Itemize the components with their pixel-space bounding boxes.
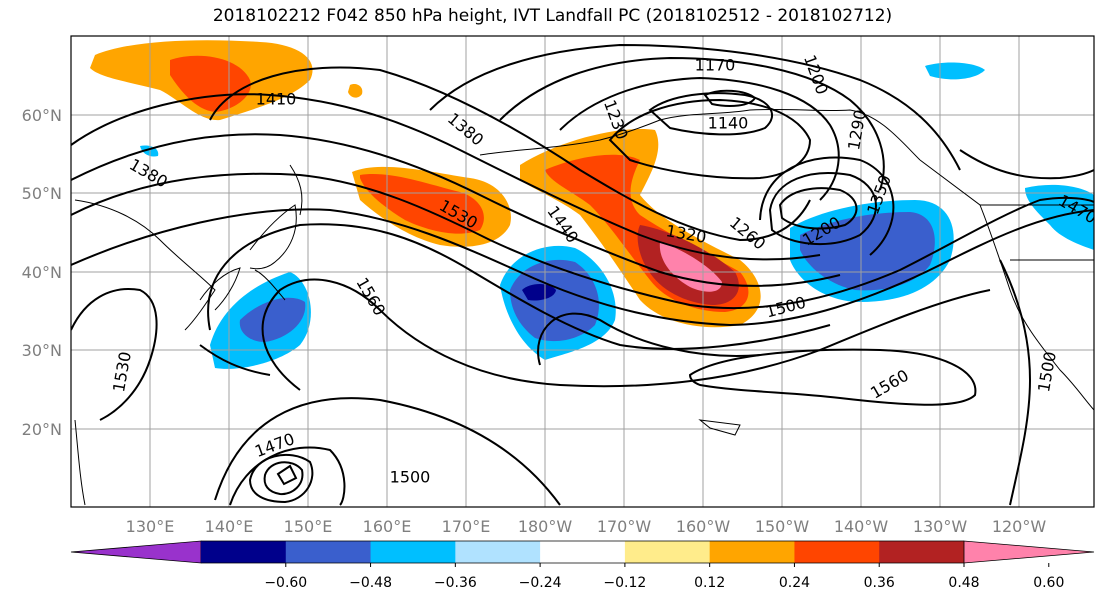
contour-label: 1500	[1034, 350, 1060, 393]
colorbar-segment	[624, 541, 711, 563]
contour-label: 1200	[800, 52, 832, 97]
longitude-label: 170°W	[597, 517, 652, 536]
latitude-label: 20°N	[22, 420, 62, 439]
longitude-label: 140°W	[834, 517, 889, 536]
colorbar-segment	[794, 541, 880, 563]
colorbar-tick-label: 0.36	[864, 575, 895, 591]
latitude-label: 40°N	[22, 263, 62, 282]
colorbar-outline	[201, 540, 964, 564]
ivt-negative-shading	[140, 62, 1094, 369]
contour-label: 1530	[109, 350, 135, 393]
longitude-label: 140°E	[205, 517, 254, 536]
longitude-label: 130°W	[913, 517, 968, 536]
colorbar-tick-label: −0.60	[264, 575, 307, 591]
colorbar-tick-label: 0.60	[1033, 575, 1064, 591]
map-frame	[70, 35, 1095, 508]
colorbar-segment	[709, 541, 795, 563]
contour-label: 1260	[726, 213, 769, 254]
coastlines	[74, 108, 1094, 506]
longitude-label: 120°W	[992, 517, 1047, 536]
longitude-label: 150°W	[755, 517, 810, 536]
longitude-label: 150°E	[284, 517, 333, 536]
contour-label: 1170	[695, 56, 736, 75]
colorbar-tick-label: 0.48	[948, 575, 979, 591]
colorbar-tick-label: −0.48	[349, 575, 392, 591]
longitude-label: 170°E	[442, 517, 491, 536]
contour-label: 1500	[390, 468, 431, 487]
colorbar-extend-high	[963, 540, 1095, 564]
latitude-label: 30°N	[22, 341, 62, 360]
colorbar	[70, 540, 1095, 564]
colorbar-extend-low	[70, 540, 202, 564]
colorbar-segment	[201, 541, 287, 563]
height-contours	[71, 43, 1094, 506]
longitude-labels: 130°E 140°E 150°E 160°E 170°E 180°W 170°W 160°W…	[126, 517, 1047, 536]
colorbar-tick-label: −0.12	[603, 575, 646, 591]
contour-label: 1560	[352, 274, 389, 319]
longitude-label: 180°W	[518, 517, 573, 536]
colorbar-segment	[285, 541, 372, 563]
map-title: 2018102212 F042 850 hPa height, IVT Land…	[212, 6, 893, 26]
latitude-labels: 60°N 50°N 40°N 30°N 20°N	[22, 106, 62, 439]
longitude-label: 130°E	[126, 517, 175, 536]
contour-label: 1410	[256, 90, 297, 109]
contour-label: 1560	[867, 366, 912, 403]
colorbar-tick-labels: −0.60 −0.48 −0.36 −0.24 −0.12 0.12 0.24 0.36 0.4…	[264, 563, 1064, 591]
latitude-label: 50°N	[22, 184, 62, 203]
colorbar-segment	[455, 541, 541, 563]
colorbar-segment	[370, 541, 456, 563]
colorbar-segment	[540, 541, 626, 563]
longitude-label: 160°W	[676, 517, 731, 536]
contour-label: 1140	[708, 114, 749, 133]
latitude-label: 60°N	[22, 106, 62, 125]
colorbar-segment	[879, 541, 965, 563]
colorbar-tick-label: −0.24	[519, 575, 562, 591]
colorbar-tick-label: 0.12	[694, 575, 725, 591]
longitude-label: 160°E	[363, 517, 412, 536]
ivt-positive-shading	[90, 40, 761, 328]
colorbar-tick-label: 0.24	[779, 575, 810, 591]
colorbar-tick-label: −0.36	[434, 575, 477, 591]
